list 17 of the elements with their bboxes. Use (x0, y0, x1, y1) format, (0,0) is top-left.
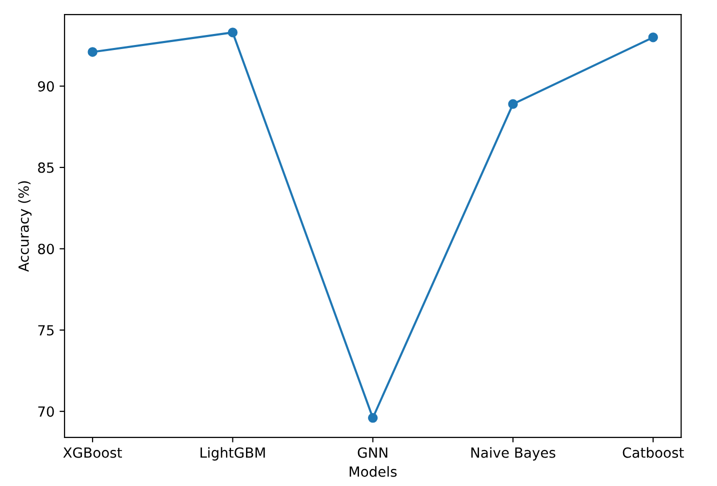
x-tick-label: LightGBM (200, 447, 265, 461)
y-tick-label: 80 (38, 244, 54, 254)
y-tick-label: 70 (38, 406, 54, 417)
point (228, 28, 238, 38)
x-tick-label: GNN (358, 447, 388, 458)
x-tick-label: XGBoost (63, 447, 122, 458)
point (648, 32, 658, 42)
y-axis-title: Accuracy (%) (18, 181, 32, 272)
y-tick-label: 85 (38, 162, 54, 173)
x-axis-title: Models (350, 466, 397, 477)
x-tick-label: Naive Bayes (471, 447, 556, 461)
x-tick-label: Catboost (622, 447, 684, 458)
point (368, 413, 378, 423)
point (88, 47, 98, 57)
y-tick-label: 90 (38, 81, 54, 92)
y-tick-label: 75 (38, 325, 54, 336)
point (508, 99, 518, 109)
